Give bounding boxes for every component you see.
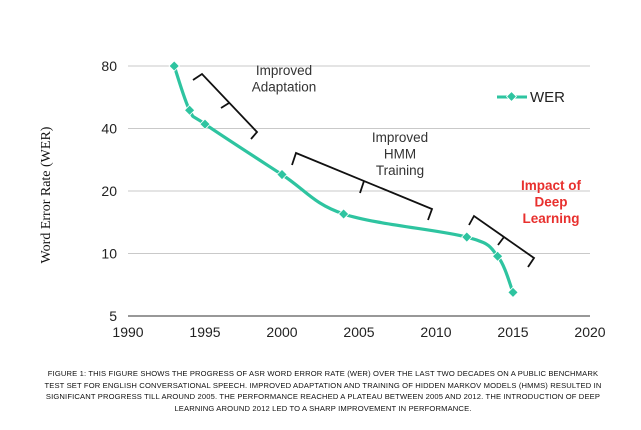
- y-tick-label: 5: [109, 308, 117, 324]
- annotations: Improved Adaptation Improved HMM Training I…: [192, 63, 582, 268]
- annotation-line: Training: [376, 163, 424, 178]
- legend-label-wer: WER: [530, 89, 565, 106]
- y-tick-label: 20: [101, 183, 117, 199]
- wer-point: [183, 104, 196, 116]
- x-tick-label: 2005: [343, 324, 374, 340]
- x-tick-label: 2000: [266, 324, 297, 340]
- x-tick-label: 2010: [420, 324, 451, 340]
- annotation-line: Deep: [534, 195, 567, 210]
- wer-point: [276, 168, 288, 181]
- x-tick-labels: 1990 1995 2000 2005 2010 2015 2020: [112, 324, 605, 340]
- y-tick-label: 40: [101, 121, 117, 137]
- y-tick-label: 10: [101, 246, 117, 262]
- figure-caption: FIGURE 1: THIS FIGURE SHOWS THE PROGRESS…: [44, 369, 602, 413]
- bracket-deep-learning: [468, 214, 536, 268]
- annotation-line: Adaptation: [252, 80, 317, 95]
- annotation-line: HMM: [384, 147, 416, 162]
- wer-point: [337, 208, 350, 220]
- annotation-adaptation: Improved Adaptation: [252, 63, 317, 95]
- annotation-line: Improved: [372, 130, 428, 145]
- wer-point: [491, 250, 504, 262]
- annotation-line: Improved: [256, 63, 312, 78]
- y-tick-label: 80: [101, 58, 117, 74]
- wer-point: [199, 118, 211, 130]
- wer-point: [507, 286, 519, 298]
- y-axis-label: Word Error Rate (WER): [39, 126, 54, 263]
- x-tick-label: 2020: [574, 324, 605, 340]
- legend: WER: [497, 89, 565, 106]
- annotation-hmm-training: Improved HMM Training: [372, 130, 428, 178]
- x-tick-label: 1995: [189, 324, 220, 340]
- bracket-adaptation: [192, 72, 259, 140]
- series-wer: [168, 60, 519, 298]
- legend-marker: [505, 90, 518, 103]
- wer-point: [168, 60, 180, 72]
- x-tick-label: 1990: [112, 324, 143, 340]
- annotation-line: Learning: [522, 211, 579, 226]
- annotation-line: Impact of: [521, 178, 582, 193]
- y-tick-labels: 5 10 20 40 80: [101, 58, 117, 324]
- chart-grid: [128, 65, 590, 254]
- x-tick-label: 2015: [497, 324, 528, 340]
- annotation-deep-learning: Impact of Deep Learning: [521, 178, 582, 226]
- wer-line: [172, 65, 515, 293]
- wer-point: [461, 231, 473, 243]
- bracket-hmm-training: [291, 151, 434, 221]
